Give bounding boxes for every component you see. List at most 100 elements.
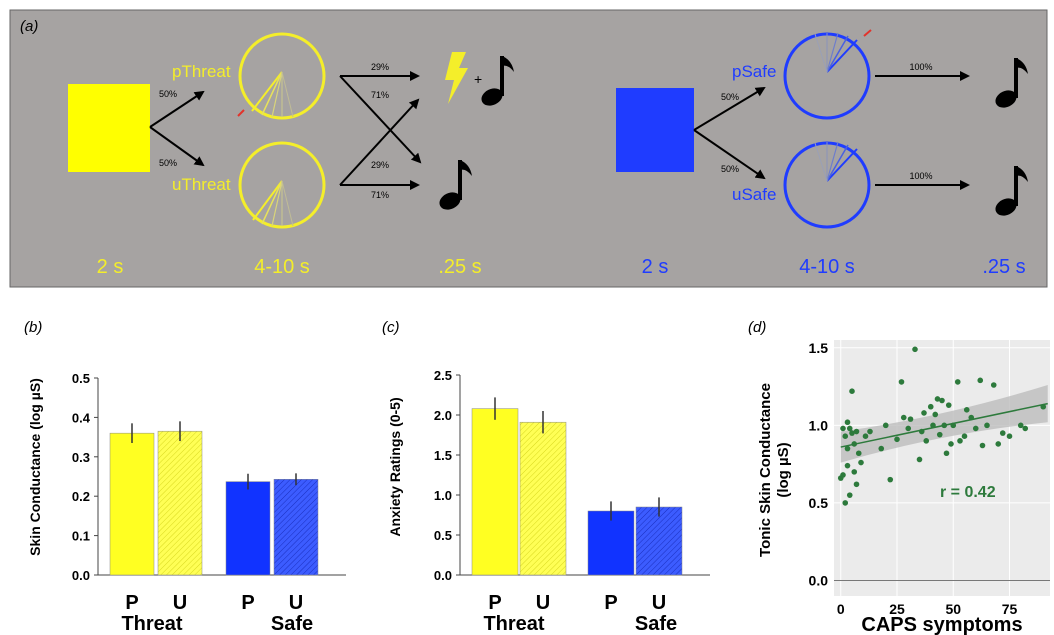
scatter-point (842, 433, 849, 439)
y-tick-label: 0.2 (72, 489, 90, 504)
x-tick-label: 25 (889, 601, 905, 617)
scatter-point (990, 382, 997, 388)
scatter-point (842, 500, 849, 506)
x-tick-label: 50 (945, 601, 961, 617)
y-tick-label: 1.5 (809, 340, 829, 356)
pthreat-tone-pct: 71% (371, 90, 389, 100)
scatter-point (941, 422, 948, 429)
scatter-point (887, 476, 894, 483)
scatter-point (1022, 425, 1029, 432)
scatter-point (979, 442, 986, 449)
scatter-point (921, 410, 927, 416)
scatter-point (882, 422, 889, 429)
x-tick-label: U (652, 592, 666, 614)
correlation-annotation: r = 0.42 (940, 484, 996, 501)
scatter-point (862, 433, 869, 439)
y-tick-label: 0.0 (809, 572, 829, 588)
safe-arrow-to-predictable (693, 86, 766, 131)
x-tick-label: U (536, 592, 550, 614)
music-note-icon (995, 58, 1028, 108)
scatter-point (939, 397, 945, 404)
scatter-point (961, 433, 968, 439)
scatter-point (855, 450, 862, 457)
scatter-point (936, 431, 943, 438)
safe-split-top-pct: 50% (721, 92, 739, 102)
plot-background (834, 340, 1050, 596)
scatter-point (846, 492, 853, 498)
scatter-point (995, 441, 1002, 447)
scatter-point (1017, 422, 1024, 429)
panel-a: (a) 50% 50% pThreat uThreat (9, 9, 1048, 288)
threat-time-cue: 2 s (97, 256, 124, 278)
scatter-point (930, 422, 936, 429)
bar (587, 510, 635, 576)
panel-a-background (9, 9, 1048, 288)
scatter-point (945, 402, 952, 408)
panel-d-label: (d) (748, 319, 766, 336)
panel-d-ylabel-line2: (log µS) (775, 442, 792, 497)
panel-d: (d) Tonic Skin Conductance (log µS) 0.0 0… (748, 319, 1050, 635)
bar (109, 432, 155, 576)
y-tick-label: 0.4 (72, 410, 91, 425)
psafe-label: pSafe (732, 62, 776, 81)
y-tick-label: 0.3 (72, 450, 90, 465)
threat-split-top-pct: 50% (159, 89, 177, 99)
uthreat-to-shock-arrow (339, 98, 420, 186)
scatter-point (923, 438, 930, 444)
y-tick-label: 0.5 (434, 528, 452, 543)
y-tick-label: 2.5 (434, 368, 452, 383)
scatter-point (932, 411, 939, 418)
scatter-point (972, 425, 979, 432)
pthreat-to-tone-arrow (339, 75, 422, 164)
x-tick-label: P (488, 592, 501, 614)
uthreat-clock (238, 141, 326, 229)
scatter-point (948, 441, 954, 447)
panel-c-label: (c) (382, 319, 400, 336)
scatter-point (844, 445, 851, 452)
safe-time-anticipation: 4-10 s (799, 256, 855, 278)
panel-c-plot: 0.0 0.5 1.0 1.5 2.0 2.5 P U P U (434, 368, 710, 614)
panel-c-group-safe: Safe (635, 613, 677, 635)
x-tick-label: U (289, 592, 303, 614)
scatter-point (963, 407, 970, 413)
scatter-point (984, 422, 990, 429)
scatter-point (927, 403, 934, 410)
x-tick-label: 0 (837, 601, 845, 617)
scatter-point (851, 469, 858, 475)
scatter-point (858, 459, 864, 466)
y-tick-label: 0.0 (72, 568, 90, 583)
scatter-point (878, 445, 885, 452)
panel-b-group-safe: Safe (271, 613, 313, 635)
panel-c: (c) Anxiety Ratings (0-5) 0.0 0.5 1.0 1.5 2.… (382, 319, 710, 635)
panel-d-plot: 0.0 0.5 1.0 1.5 0 25 50 75 r = 0.42 (809, 340, 1050, 617)
x-tick-label: 75 (1002, 601, 1018, 617)
pthreat-clock (237, 32, 326, 120)
bar (273, 479, 319, 576)
scatter-point (846, 425, 853, 432)
safe-arrow-to-unpredictable (693, 129, 766, 180)
x-tick-label: P (241, 592, 254, 614)
scatter-point (851, 441, 858, 447)
usafe-tone-pct: 100% (909, 171, 932, 181)
scatter-point (999, 430, 1006, 436)
scatter-point (844, 462, 851, 469)
scatter-point (912, 346, 918, 353)
scatter-point (900, 414, 907, 421)
scatter-point (905, 425, 912, 432)
psafe-tone-pct: 100% (909, 62, 932, 72)
music-note-icon (995, 166, 1028, 216)
pthreat-label: pThreat (172, 62, 231, 81)
y-tick-label: 1.5 (434, 448, 452, 463)
threat-time-outcome: .25 s (438, 256, 481, 278)
scatter-point (849, 388, 855, 395)
y-tick-label: 0.5 (809, 495, 829, 511)
scatter-point (840, 472, 846, 478)
y-tick-label: 0.1 (72, 529, 90, 544)
music-note-icon (439, 160, 472, 210)
scatter-point (943, 450, 950, 457)
panel-d-ylabel-line1: Tonic Skin Conductance (757, 383, 774, 557)
scatter-point (907, 416, 914, 422)
bar (635, 506, 683, 576)
safe-time-outcome: .25 s (982, 256, 1025, 278)
